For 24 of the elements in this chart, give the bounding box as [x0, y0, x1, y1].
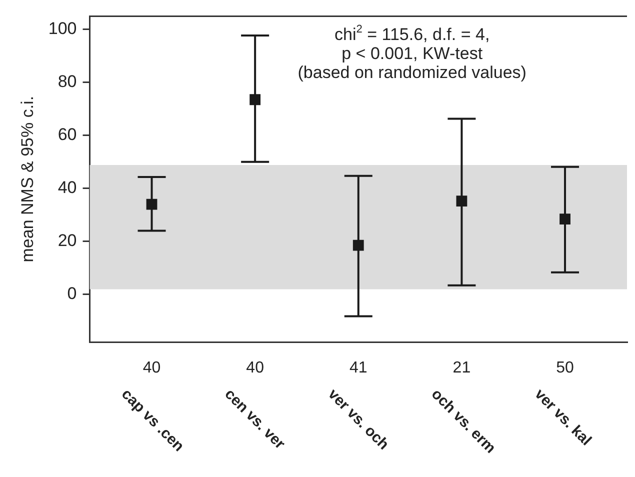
x-tick-label: ver vs. och: [324, 386, 392, 454]
y-tick-label: 80: [58, 72, 77, 92]
x-tick-label: cen vs. ver: [221, 386, 288, 453]
text: 50: [556, 359, 574, 376]
point: [352, 240, 364, 251]
point: [560, 214, 570, 225]
text: 41: [349, 359, 368, 376]
y-tick-label: 100: [48, 19, 77, 38]
point: [146, 198, 158, 210]
point: [250, 94, 261, 106]
y-tick-label: 0: [67, 284, 77, 304]
y-tick-label: 60: [58, 125, 77, 144]
y-axis-title: mean NMS & 95% c.i.: [18, 96, 37, 262]
annotation: (based on randomized values): [298, 63, 526, 82]
point: [456, 196, 468, 207]
x-tick-label: och vs. erm: [428, 386, 499, 457]
text: 40: [246, 359, 264, 376]
text: 40: [142, 359, 161, 376]
y-tick-label: 40: [58, 178, 77, 198]
x-tick-label: cap vs .cen: [118, 386, 188, 455]
text: 21: [452, 359, 471, 376]
x-tick-label: ver vs. kal: [531, 386, 595, 450]
y-tick-label: 20: [58, 231, 77, 250]
annotation: p < 0.001, KW-test: [342, 44, 483, 64]
